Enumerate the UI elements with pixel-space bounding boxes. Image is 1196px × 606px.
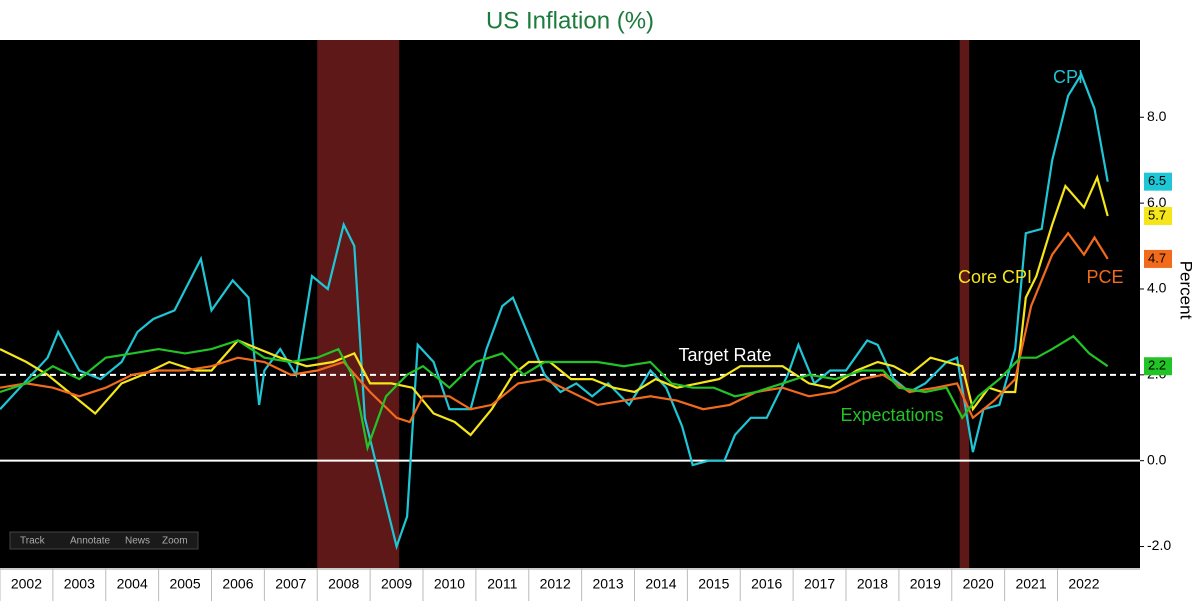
y-tick-label: 8.0: [1147, 108, 1167, 124]
series-line: [0, 174, 1109, 437]
x-tick-label: 2006: [222, 576, 253, 592]
plot-area: [0, 40, 1140, 568]
x-tick-label: 2010: [434, 576, 465, 592]
recession-band: [959, 40, 970, 568]
y-axis-label: Percent: [1177, 261, 1196, 320]
last-value-label: 5.7: [1148, 207, 1166, 222]
y-tick-label: 0.0: [1147, 451, 1167, 467]
x-tick-label: 2020: [963, 576, 994, 592]
last-value-label: 6.5: [1148, 173, 1166, 188]
x-tick-label: 2009: [381, 576, 412, 592]
last-value-label: 2.2: [1148, 358, 1166, 373]
target-label: Target Rate: [678, 345, 771, 365]
x-tick-label: 2007: [275, 576, 306, 592]
x-tick-label: 2013: [592, 576, 623, 592]
last-value-badge: [1144, 172, 1172, 191]
last-value-badge: [1144, 207, 1172, 225]
x-tick-label: 2002: [11, 576, 42, 592]
y-tick-label: -2.0: [1147, 537, 1171, 553]
toolbar-bg: [9, 531, 199, 550]
x-tick-label: 2011: [487, 576, 517, 592]
x-tick-label: 2008: [328, 576, 359, 592]
last-value-badge: [1144, 249, 1172, 268]
toolbar-item[interactable]: News: [125, 536, 150, 547]
x-tick-label: 2021: [1015, 576, 1046, 592]
x-tick-label: 2014: [645, 576, 676, 592]
series-label: PCE: [1086, 267, 1123, 287]
x-tick-label: 2012: [540, 576, 571, 592]
x-tick-label: 2004: [117, 576, 148, 592]
x-tick-label: 2005: [169, 576, 200, 592]
chart-title: US Inflation (%): [486, 7, 654, 34]
last-value-badge: [1144, 357, 1172, 376]
toolbar-item[interactable]: Track: [20, 536, 46, 547]
series-line: [0, 71, 1109, 551]
x-tick-label: 2022: [1068, 576, 1099, 592]
x-tick-label: 2016: [751, 576, 782, 592]
y-tick-label: 4.0: [1147, 280, 1167, 296]
x-tick-label: 2019: [910, 576, 941, 592]
toolbar-item[interactable]: Annotate: [70, 536, 110, 547]
series-label: Expectations: [840, 405, 943, 425]
toolbar: Track Annotate News Zoom: [9, 531, 199, 550]
y-tick-label: 6.0: [1147, 194, 1167, 210]
series-label: Core CPI: [958, 267, 1032, 287]
x-tick-label: 2017: [804, 576, 835, 592]
x-tick-label: 2003: [64, 576, 95, 592]
x-tick-label: 2018: [857, 576, 888, 592]
series-line: [0, 231, 1109, 424]
last-value-label: 4.7: [1148, 250, 1166, 265]
x-tick-label: 2015: [698, 576, 729, 592]
series-line: [0, 334, 1109, 452]
toolbar-item[interactable]: Zoom: [162, 536, 188, 547]
series-label: CPI: [1053, 67, 1083, 87]
